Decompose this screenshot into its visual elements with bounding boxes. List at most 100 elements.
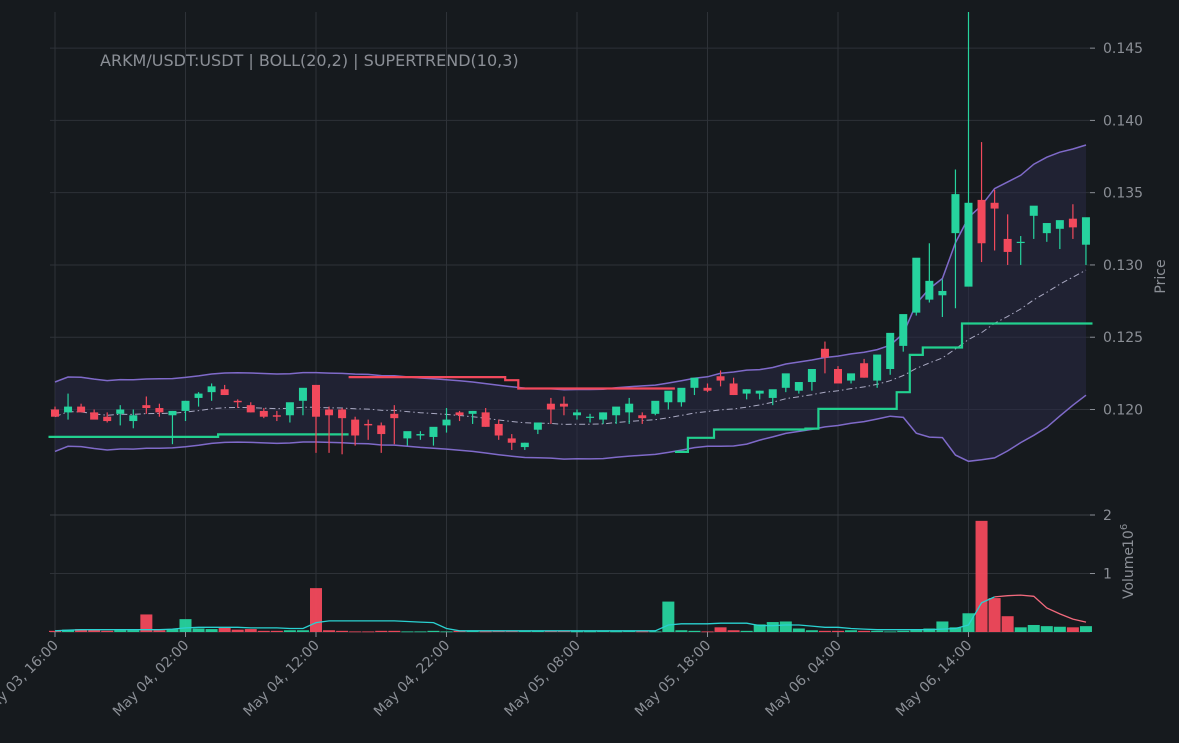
candle [546,397,555,424]
candle-body [533,422,542,430]
volume-bar [1053,626,1066,632]
candle [612,406,621,424]
volume-bar [571,631,583,633]
candle-body [207,386,216,393]
candles [51,12,1090,455]
volume-bar [636,631,649,633]
candle-body [573,412,581,416]
candle-body [1042,223,1051,234]
price-tick-label: 0.125 [1103,330,1143,346]
candle [298,387,307,416]
volume-bar [479,631,492,633]
candle-body [755,390,764,394]
candle [390,405,399,445]
candle [729,377,738,396]
candle [272,410,281,422]
time-tick-label: May 05, 18:00 [632,638,714,720]
candle [794,382,803,394]
candle-body [298,387,307,401]
candle-body [233,400,242,403]
candle [690,377,699,396]
time-tick-label: May 05, 08:00 [501,638,583,720]
candle [990,189,999,251]
candle-body [377,425,386,435]
volume-bar [792,628,805,632]
candle [403,431,412,446]
candle-body [964,202,973,287]
candle-body [912,257,921,313]
candle [51,406,59,417]
candle-body [1003,238,1012,252]
volume-bar [805,630,818,632]
candle [233,399,242,409]
candle [755,390,764,400]
time-tick-label: May 06, 14:00 [893,638,975,720]
candle-body [1081,217,1090,245]
volume-bar [975,520,988,632]
volume-axis-exponent-power: 6 [1119,524,1130,530]
volume-bar [766,622,779,632]
candle [207,383,216,401]
volume-bar [166,629,179,632]
volume-bar [1040,626,1053,632]
candle [338,408,347,455]
volume-bars [49,520,1092,633]
candle-body [899,314,908,346]
volume-bar [140,614,153,632]
candle [285,402,294,423]
candle-body [351,419,360,436]
candle [886,332,895,375]
candle-body [429,426,438,437]
candle-body [312,384,320,417]
volume-tick-label: 1 [1103,567,1112,583]
candle [625,397,634,424]
candle [860,358,869,378]
volume-tick-label: 2 [1103,508,1112,524]
candle-body [416,434,425,436]
candle [1042,223,1051,242]
volume-bar [1014,627,1027,632]
volume-bar [388,630,401,632]
supertrend-up-segment [48,433,349,438]
volume-bar [818,630,831,632]
candle-body [768,389,777,398]
volume-bar [270,630,283,632]
volume-bar [283,630,296,632]
candle [559,396,568,416]
volume-bar [323,630,336,632]
candle [90,409,99,420]
candle-body [246,405,255,413]
candle [768,389,777,406]
candle-body [951,194,960,234]
candle [1055,220,1064,250]
candle [1016,236,1025,265]
candle [103,412,112,423]
volume-bar [858,630,871,632]
price-tick-label: 0.140 [1103,113,1143,129]
volume-bar [349,631,362,633]
candle [1029,205,1038,239]
volume-bar [218,627,231,632]
candle [442,408,451,433]
candle-body [977,199,986,244]
candle-body [781,373,790,388]
candle [507,434,516,450]
candle [677,387,686,407]
candle [1068,204,1077,239]
volume-bar [936,621,949,632]
candle [77,403,86,413]
candle-body [364,423,373,426]
candle [781,373,790,393]
candle-body [677,387,686,403]
volume-ma-line [54,594,1087,632]
candle-body [468,410,477,414]
price-tick-label: 0.130 [1103,258,1143,274]
candle [807,369,816,391]
candle [468,410,477,424]
candle-body [155,408,164,413]
volume-bar [988,598,1001,632]
candle-body [507,438,516,443]
price-tick-label: 0.135 [1103,186,1143,202]
candle-body [664,390,673,403]
candle-body [51,409,59,417]
